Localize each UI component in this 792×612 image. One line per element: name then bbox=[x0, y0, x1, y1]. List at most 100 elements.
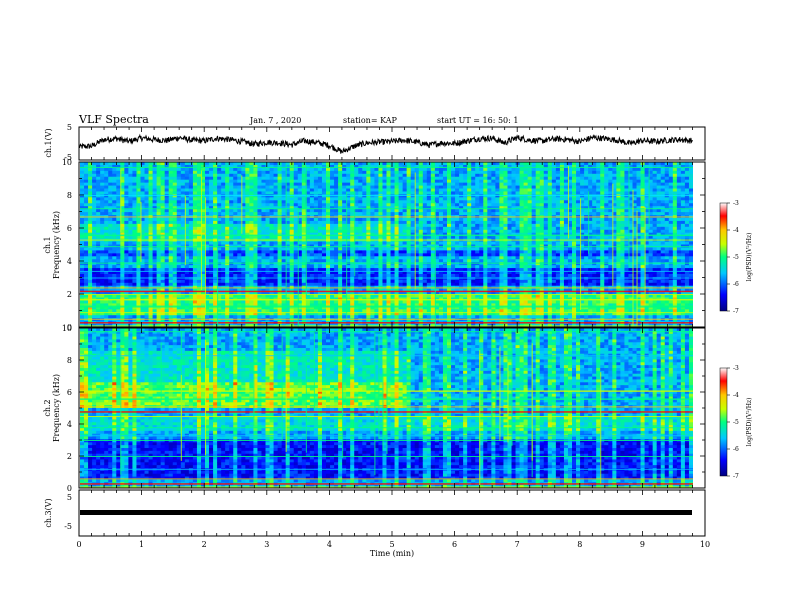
sferic-line bbox=[386, 335, 388, 454]
no-data-region bbox=[693, 162, 705, 327]
x-tick-label: 9 bbox=[640, 540, 645, 549]
time-axis-label: Time (min) bbox=[370, 549, 414, 558]
colorbar-tick-label: -4 bbox=[733, 392, 739, 399]
sferic-line bbox=[313, 332, 315, 411]
sferic-line bbox=[612, 183, 614, 287]
spectral-band bbox=[80, 234, 693, 237]
spectral-band bbox=[80, 483, 693, 485]
ch1-colorbar: -3 -4 -5 -6 -7 log(PSD)(V²/Hz) bbox=[719, 200, 753, 315]
sferic-line bbox=[588, 191, 590, 254]
ch1-waveform-line bbox=[78, 133, 693, 154]
sferic-line bbox=[600, 372, 602, 484]
ch1-colorbar-ticks: -3 -4 -5 -6 -7 bbox=[727, 200, 739, 315]
ch1-colorbar-label: log(PSD)(V²/Hz) bbox=[746, 233, 753, 282]
spectral-band bbox=[80, 325, 693, 327]
spectral-band bbox=[80, 270, 693, 272]
y-tick-label: 4 bbox=[67, 420, 72, 429]
sferic-line bbox=[414, 172, 416, 290]
colorbar-tick-label: -5 bbox=[733, 419, 739, 426]
spectral-band bbox=[80, 262, 693, 264]
colorbar-tick-label: -4 bbox=[733, 227, 739, 234]
x-tick-label: 10 bbox=[700, 540, 710, 549]
sferic-line bbox=[491, 340, 493, 428]
x-tick-label: 1 bbox=[139, 540, 144, 549]
ch2-colorbar-label: log(PSD)(V²/Hz) bbox=[746, 398, 753, 447]
sferic-line bbox=[567, 165, 569, 239]
sferic-line bbox=[495, 340, 497, 408]
spectral-band bbox=[80, 216, 693, 218]
ch2-colorbar-ticks: -3 -4 -5 -6 -7 bbox=[727, 365, 739, 480]
station-label: station= KAP bbox=[343, 116, 398, 125]
ch1-waveform-ticks bbox=[78, 127, 706, 160]
y-tick-label: 4 bbox=[67, 257, 72, 266]
spectral-band bbox=[80, 456, 693, 457]
colorbar-tick-label: -3 bbox=[733, 200, 739, 207]
spectral-band bbox=[80, 305, 693, 308]
colorbar-tick-label: -3 bbox=[733, 365, 739, 372]
sferic-line bbox=[499, 346, 501, 441]
ch1-spectrogram-panel: 0 2 4 6 8 10 ch.1 Frequency (kHz) bbox=[43, 158, 706, 348]
sferic-line bbox=[434, 201, 436, 335]
y-tick-label: 2 bbox=[67, 452, 72, 461]
ch2-spectrogram-ticks bbox=[78, 327, 706, 489]
spectral-band bbox=[80, 239, 693, 241]
ch1-spectrogram-ylabel-frequency: Frequency (kHz) bbox=[52, 211, 61, 279]
y-tick-label: 8 bbox=[67, 191, 72, 200]
sferic-line bbox=[297, 207, 299, 348]
spectral-band bbox=[80, 166, 693, 168]
x-tick-label: 4 bbox=[327, 540, 332, 549]
ch2-spectrogram-panel: 0 2 4 6 8 10 ch.2 Frequency (kHz) bbox=[43, 324, 706, 494]
ch1-waveform-frame bbox=[78, 126, 706, 161]
sferic-line bbox=[136, 170, 138, 268]
colorbar-tick-label: -6 bbox=[733, 281, 739, 288]
ch3-waveform-panel: 5 -5 ch.3(V) bbox=[44, 489, 706, 537]
x-tick-label: 2 bbox=[202, 540, 207, 549]
ch2-spectrogram-yticklabels: 0 2 4 6 8 10 bbox=[62, 324, 72, 493]
spectral-band bbox=[80, 318, 693, 320]
sferic-line bbox=[253, 335, 255, 427]
sferic-line bbox=[342, 330, 344, 458]
sferic-line bbox=[120, 169, 122, 233]
no-data-region bbox=[693, 328, 705, 488]
ch1-waveform-panel: 5 -5 ch.1(V) bbox=[44, 123, 706, 162]
spectral-band bbox=[80, 277, 693, 279]
ch3-ytick-max: 5 bbox=[67, 493, 72, 502]
spectral-band bbox=[80, 298, 693, 301]
ch1-ytick-min: -5 bbox=[64, 153, 72, 162]
sferic-line bbox=[354, 190, 356, 277]
sferic-line bbox=[507, 364, 509, 443]
x-tick-label: 8 bbox=[577, 540, 582, 549]
sferic-line bbox=[180, 374, 182, 461]
spectral-band bbox=[80, 331, 693, 333]
ch1-spectrogram-yticklabels: 0 2 4 6 8 10 bbox=[62, 158, 72, 332]
x-tick-label: 0 bbox=[76, 540, 81, 549]
x-tick-label: 3 bbox=[264, 540, 269, 549]
ch3-waveform-ylabel: ch.3(V) bbox=[44, 498, 53, 527]
sferic-line bbox=[184, 195, 186, 266]
ch1-spectrogram-ticks bbox=[78, 161, 706, 328]
colorbar-tick-label: -7 bbox=[733, 473, 739, 480]
ch2-spectrogram-ylabel-frequency: Frequency (kHz) bbox=[52, 374, 61, 442]
ch1-waveform-ylabel: ch.1(V) bbox=[44, 128, 53, 157]
ch3-waveform-ticks bbox=[78, 490, 706, 536]
sferic-line bbox=[241, 175, 243, 234]
spectral-band bbox=[80, 322, 693, 324]
ch1-ytick-max: 5 bbox=[67, 123, 72, 132]
ch3-waveform-line bbox=[80, 510, 692, 515]
sferic-line bbox=[531, 343, 533, 461]
ch1-spectrogram-ylabel-channel: ch.1 bbox=[43, 236, 52, 253]
y-tick-label: 10 bbox=[62, 158, 72, 167]
colorbar-tick-label: -5 bbox=[733, 254, 739, 261]
y-tick-label: 6 bbox=[67, 388, 72, 397]
spectral-band bbox=[80, 287, 693, 289]
ch1-colorbar-gradient bbox=[719, 202, 728, 312]
sferic-line bbox=[205, 197, 207, 315]
x-tick-label: 6 bbox=[452, 540, 457, 549]
sferic-line bbox=[346, 191, 348, 319]
sferic-line bbox=[305, 166, 307, 296]
colorbar-tick-label: -7 bbox=[733, 308, 739, 315]
sferic-line bbox=[632, 190, 634, 329]
ch2-colorbar-gradient bbox=[719, 367, 728, 477]
sferic-line bbox=[285, 374, 287, 452]
